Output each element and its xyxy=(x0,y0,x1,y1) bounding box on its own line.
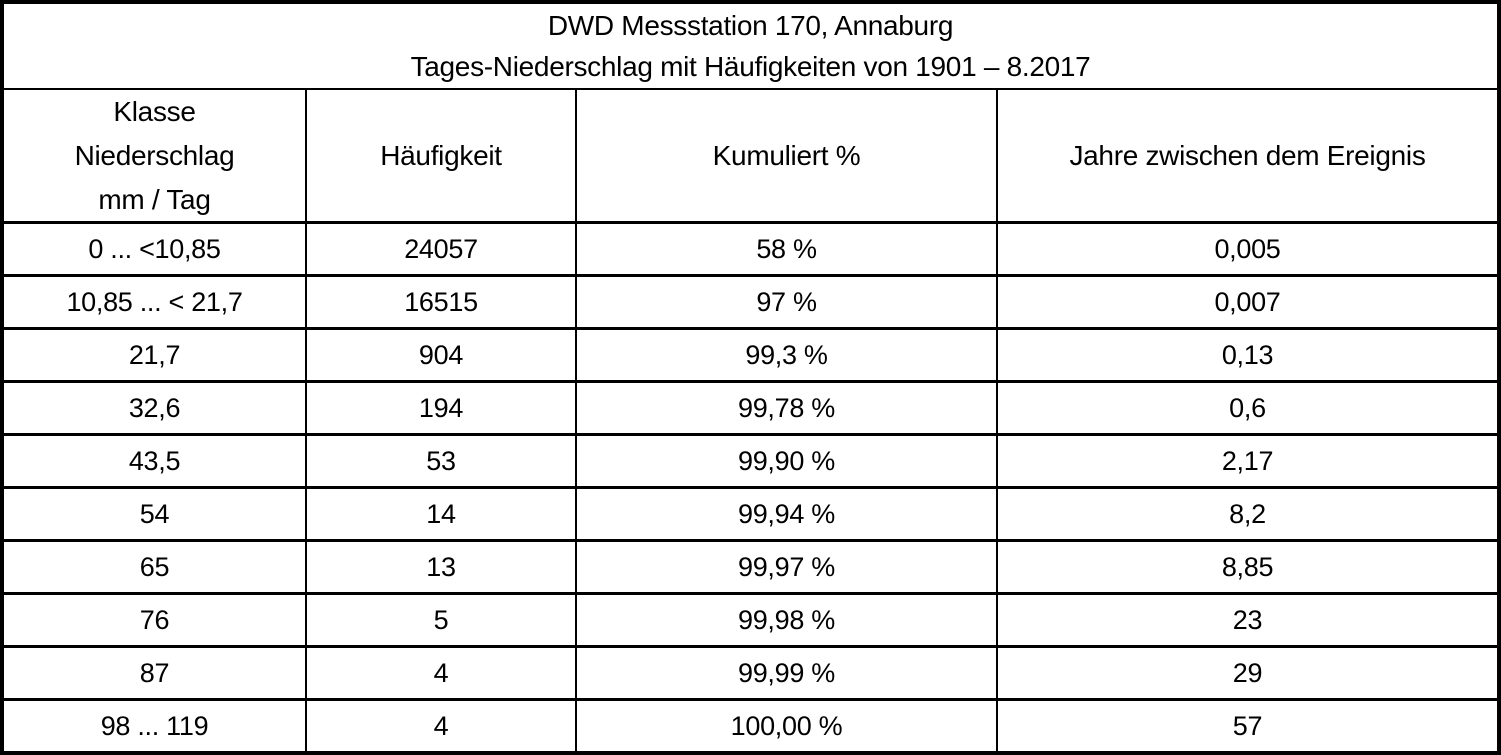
column-header-jahre-zwischen-ereignis: Jahre zwischen dem Ereignis xyxy=(1069,139,1426,171)
cell-kumuliert: 99,94 % xyxy=(577,489,998,539)
cell-kumuliert: 99,3 % xyxy=(577,330,998,380)
cell-klasse: 98 ... 119 xyxy=(4,701,307,751)
cell-jahre: 23 xyxy=(1232,604,1263,635)
cell-haeufigkeit: 16515 xyxy=(307,277,577,327)
table-row: 98 ... 119 4 100,00 % 57 xyxy=(4,701,1497,751)
cell-haeufigkeit: 904 xyxy=(307,330,577,380)
cell-klasse: 21,7 xyxy=(4,330,307,380)
table-row: 21,7 904 99,3 % 0,13 xyxy=(4,330,1497,383)
cell-kumuliert: 58 % xyxy=(577,224,998,274)
cell-kumuliert: 99,78 % xyxy=(577,383,998,433)
cell-jahre: 57 xyxy=(1232,710,1263,741)
table-header-row: Klasse Niederschlag mm / Tag Häufigkeit … xyxy=(4,90,1497,224)
cell-haeufigkeit: 24057 xyxy=(307,224,577,274)
cell-jahre: 2,17 xyxy=(1221,445,1274,476)
table-row: 65 13 99,97 % 8,85 xyxy=(4,542,1497,595)
table-body: 0 ... <10,85 24057 58 % 0,005 10,85 ... … xyxy=(4,224,1497,751)
cell-klasse: 65 xyxy=(4,542,307,592)
cell-kumuliert: 99,97 % xyxy=(577,542,998,592)
table-row: 32,6 194 99,78 % 0,6 xyxy=(4,383,1497,436)
table-subtitle: Tages-Niederschlag mit Häufigkeiten von … xyxy=(410,51,1091,82)
cell-haeufigkeit: 194 xyxy=(307,383,577,433)
cell-klasse: 87 xyxy=(4,648,307,698)
table-row: 43,5 53 99,90 % 2,17 xyxy=(4,436,1497,489)
cell-jahre: 8,2 xyxy=(1229,498,1266,529)
cell-klasse: 76 xyxy=(4,595,307,645)
cell-haeufigkeit: 5 xyxy=(307,595,577,645)
cell-haeufigkeit: 53 xyxy=(307,436,577,486)
cell-klasse: 32,6 xyxy=(4,383,307,433)
cell-jahre: 8,85 xyxy=(1221,551,1274,582)
column-header-klasse-niederschlag: Klasse Niederschlag mm / Tag xyxy=(4,90,307,221)
cell-klasse: 43,5 xyxy=(4,436,307,486)
cell-kumuliert: 99,98 % xyxy=(577,595,998,645)
table-row: 87 4 99,99 % 29 xyxy=(4,648,1497,701)
cell-jahre: 29 xyxy=(1232,657,1263,688)
column-header-kumuliert: Kumuliert % xyxy=(577,90,998,221)
cell-jahre: 0,13 xyxy=(1221,339,1274,370)
column-header-line: mm / Tag xyxy=(98,183,211,215)
cell-jahre: 0,007 xyxy=(1214,286,1281,317)
cell-klasse: 10,85 ... < 21,7 xyxy=(4,277,307,327)
cell-kumuliert: 99,90 % xyxy=(577,436,998,486)
table-title: DWD Messstation 170, Annaburg xyxy=(547,10,954,41)
column-header-haeufigkeit: Häufigkeit xyxy=(307,90,577,221)
table-row: 0 ... <10,85 24057 58 % 0,005 xyxy=(4,224,1497,277)
cell-jahre: 0,005 xyxy=(1214,233,1281,264)
cell-klasse: 0 ... <10,85 xyxy=(4,224,307,274)
cell-haeufigkeit: 4 xyxy=(307,701,577,751)
cell-klasse: 54 xyxy=(4,489,307,539)
table-title-cell: DWD Messstation 170, Annaburg Tages-Nied… xyxy=(4,4,1497,90)
column-header-line: Klasse xyxy=(113,95,196,127)
cell-haeufigkeit: 14 xyxy=(307,489,577,539)
cell-kumuliert: 99,99 % xyxy=(577,648,998,698)
table-row: 10,85 ... < 21,7 16515 97 % 0,007 xyxy=(4,277,1497,330)
cell-kumuliert: 97 % xyxy=(577,277,998,327)
cell-haeufigkeit: 4 xyxy=(307,648,577,698)
column-header-line: Niederschlag xyxy=(74,139,235,171)
table-row: 54 14 99,94 % 8,2 xyxy=(4,489,1497,542)
cell-jahre: 0,6 xyxy=(1229,392,1266,423)
cell-haeufigkeit: 13 xyxy=(307,542,577,592)
cell-kumuliert: 100,00 % xyxy=(577,701,998,751)
table-row: 76 5 99,98 % 23 xyxy=(4,595,1497,648)
